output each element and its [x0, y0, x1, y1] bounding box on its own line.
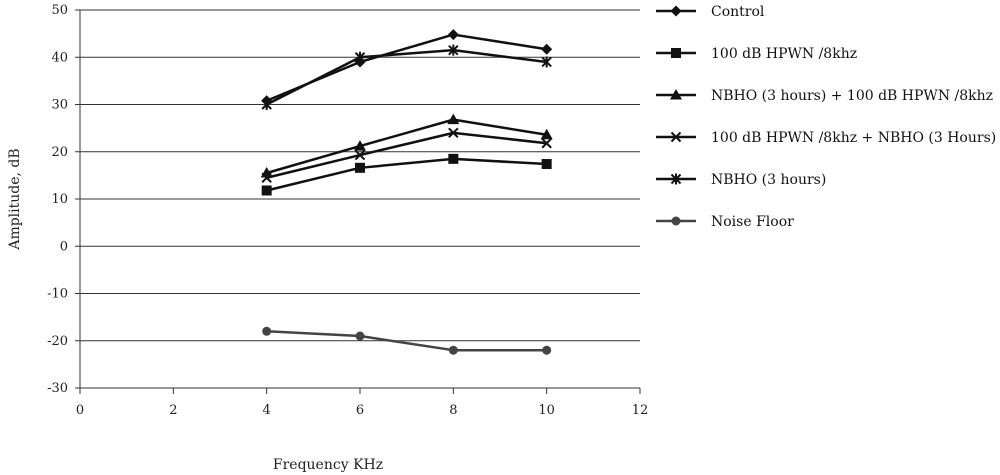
series-line — [266, 330, 547, 352]
y-tick-label: 30 — [51, 98, 68, 113]
data-point — [542, 345, 552, 355]
legend-item: 100 dB HPWN /8khz — [656, 46, 857, 62]
series-line — [266, 157, 547, 192]
y-tick-label: 10 — [51, 192, 68, 207]
legend-label: NBHO (3 hours) + 100 dB HPWN /8khz — [711, 88, 993, 104]
data-point — [447, 29, 459, 41]
data-point — [448, 153, 459, 164]
legend-marker — [670, 173, 682, 185]
legend-marker — [670, 89, 682, 100]
plot-area — [260, 29, 553, 355]
y-tick-label: 50 — [51, 3, 68, 18]
legend-marker — [670, 5, 682, 17]
x-tick-label: 12 — [632, 403, 649, 418]
data-point — [355, 162, 365, 173]
series-line — [266, 48, 547, 106]
y-tick-label: -20 — [47, 334, 68, 349]
data-point — [448, 127, 459, 139]
y-tick-label: 40 — [51, 50, 68, 65]
x-tick-label: 6 — [356, 403, 364, 418]
legend-item: NBHO (3 hours) — [656, 172, 826, 188]
y-tick-label: -10 — [47, 287, 68, 302]
legend-marker — [671, 48, 681, 58]
data-point — [354, 51, 366, 63]
x-tick-label: 10 — [538, 403, 555, 418]
legend-label: 100 dB HPWN /8khz — [711, 46, 857, 62]
legend-label: Control — [711, 4, 765, 20]
y-tick-label: 20 — [51, 145, 68, 160]
data-point — [261, 99, 272, 110]
series-line — [266, 33, 547, 102]
series-line — [266, 131, 547, 179]
data-point — [541, 56, 552, 68]
legend-marker — [670, 131, 682, 143]
data-point — [540, 128, 553, 140]
x-ticks: 0 2 4 6 8 10 12 — [76, 388, 648, 418]
legend: Control 100 dB HPWN /8khz NBHO (3 hours) +… — [656, 4, 996, 230]
data-point — [448, 44, 459, 56]
legend-item: Noise Floor — [656, 214, 794, 230]
series-1 — [261, 29, 553, 107]
legend-label: NBHO (3 hours) — [711, 172, 826, 188]
series-line — [266, 118, 547, 175]
data-point — [261, 185, 272, 196]
x-tick-label: 8 — [449, 403, 457, 418]
legend-item: Control — [656, 4, 765, 20]
series-2 — [261, 153, 552, 196]
x-tick-label: 4 — [263, 403, 271, 418]
series-4 — [261, 127, 552, 183]
data-point — [447, 113, 460, 125]
data-point — [261, 172, 272, 183]
legend-marker — [671, 216, 681, 226]
data-point — [541, 43, 553, 55]
data-point — [262, 326, 272, 336]
legend-item: NBHO (3 hours) + 100 dB HPWN /8khz — [656, 88, 993, 104]
data-point — [541, 138, 552, 149]
x-axis-label: Frequency KHz — [273, 457, 383, 473]
data-point — [541, 159, 552, 170]
data-point — [448, 345, 458, 355]
y-ticks: 50 40 30 20 10 0 -10 -20 -30 — [47, 3, 80, 396]
data-point — [354, 149, 366, 161]
legend-item: 100 dB HPWN /8khz + NBHO (3 Hours) — [656, 130, 996, 146]
y-axis-label: Amplitude, dB — [7, 148, 23, 250]
series-6 — [262, 326, 552, 355]
data-point — [354, 140, 366, 151]
legend-label: Noise Floor — [711, 214, 794, 230]
x-tick-label: 2 — [169, 403, 177, 418]
y-tick-label: -30 — [47, 381, 68, 396]
data-point — [355, 331, 365, 341]
y-tick-label: 0 — [60, 239, 68, 254]
legend-label: 100 dB HPWN /8khz + NBHO (3 Hours) — [711, 130, 996, 146]
series-5 — [261, 44, 552, 110]
x-tick-label: 0 — [76, 403, 84, 418]
